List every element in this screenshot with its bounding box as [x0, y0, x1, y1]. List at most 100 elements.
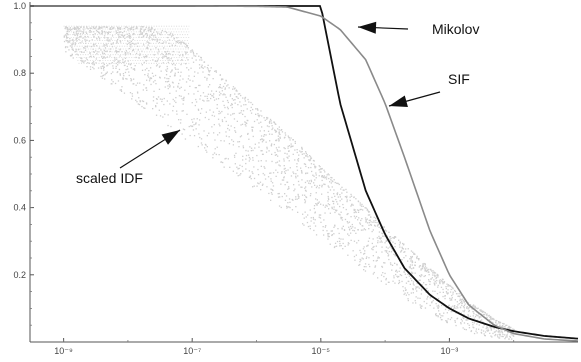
scatter-point	[388, 281, 390, 283]
scatter-point	[384, 250, 386, 252]
scatter-point	[99, 60, 101, 62]
scatter-point	[111, 35, 114, 37]
scatter-point	[332, 203, 335, 205]
scatter-point	[302, 223, 304, 225]
scatter-point	[294, 149, 296, 151]
scatter-point	[452, 288, 454, 290]
scatter-point	[325, 176, 328, 178]
scatter-point	[346, 221, 348, 223]
scatter-point	[106, 71, 108, 73]
scatter-point	[104, 74, 106, 76]
scatter-point	[111, 79, 113, 81]
scatter-point	[490, 317, 492, 319]
scatter-point	[134, 69, 136, 71]
scatter-point	[310, 217, 312, 219]
scatter-point	[331, 230, 333, 232]
scatter-point	[245, 149, 247, 152]
scatter-point	[318, 187, 320, 189]
scatter-point	[308, 180, 310, 182]
scatter-point	[69, 54, 72, 57]
scatter-point	[308, 159, 310, 161]
scatter-point	[385, 277, 387, 280]
scatter-point	[436, 293, 439, 295]
scatter-point	[74, 26, 76, 29]
scatter-point	[284, 152, 286, 154]
scatter-point	[493, 328, 495, 330]
scatter-point	[81, 41, 83, 43]
scatter-point	[415, 302, 417, 304]
scatter-point	[498, 333, 500, 335]
scatter-point	[268, 192, 270, 195]
scatter-point	[82, 31, 84, 33]
scatter-point	[184, 138, 187, 140]
scatter-point	[417, 286, 419, 288]
scatter-point	[490, 327, 493, 329]
scatter-point	[408, 294, 410, 296]
scatter-point	[311, 170, 313, 173]
scatter-point	[374, 224, 376, 226]
scatter-point	[214, 148, 216, 150]
scatter-point	[213, 93, 215, 95]
scatter-point	[367, 214, 370, 216]
scatter-point	[350, 232, 352, 234]
scatter-point	[310, 180, 313, 183]
scatter-point	[454, 289, 456, 292]
scatter-point	[482, 326, 484, 328]
scatter-point	[315, 192, 317, 194]
scatter-point	[424, 275, 426, 277]
scatter-point	[192, 121, 194, 123]
scatter-point	[336, 193, 338, 195]
scatter-point	[330, 182, 332, 184]
scatter-point	[186, 44, 188, 47]
scatter-point	[145, 87, 148, 89]
scatter-point	[287, 135, 289, 137]
x-tick-label: 10⁻⁹	[54, 346, 73, 356]
scatter-point	[469, 304, 472, 306]
scatter-point	[223, 166, 225, 168]
scatter-point	[212, 95, 214, 97]
scatter-point	[103, 45, 105, 47]
scatter-point	[484, 331, 487, 333]
scatter-point	[480, 316, 482, 318]
scatter-point	[72, 49, 74, 51]
scatter-point	[404, 287, 406, 289]
scatter-point	[227, 108, 229, 110]
scatter-point	[109, 63, 111, 65]
scatter-point	[129, 29, 131, 31]
scatter-point	[206, 77, 208, 79]
scatter-point	[333, 233, 335, 235]
scatter-point	[340, 245, 342, 247]
scatter-point	[129, 36, 131, 38]
scatter-point	[181, 98, 183, 100]
scatter-point	[492, 321, 494, 324]
scatter-point	[257, 174, 260, 176]
scatter-point	[143, 35, 145, 37]
scatter-point	[139, 82, 141, 84]
scatter-point	[189, 134, 191, 137]
scatter-point	[139, 101, 141, 103]
scatter-point	[91, 39, 93, 41]
scatter-point	[313, 222, 315, 224]
scatter-point	[272, 185, 275, 187]
scatter-point	[169, 75, 171, 78]
scatter-point	[328, 208, 330, 210]
scatter-point	[480, 310, 482, 312]
scatter-point	[106, 56, 108, 58]
scatter-point	[375, 245, 377, 247]
y-tick-label: 0.8	[13, 68, 26, 78]
scatter-point	[403, 293, 405, 296]
scatter-point	[245, 122, 247, 124]
scatter-point	[264, 178, 267, 180]
scatter-point	[358, 264, 360, 266]
scatter-point	[192, 52, 194, 54]
scatter-point	[281, 179, 284, 181]
scatter-point	[179, 42, 181, 44]
scatter-point	[82, 60, 84, 62]
scatter-point	[366, 245, 368, 247]
scatter-point	[155, 105, 157, 107]
scatter-point	[439, 317, 442, 319]
scatter-point	[301, 148, 303, 150]
scatter-point	[215, 98, 218, 100]
scatter-point	[338, 183, 340, 186]
scatter-point	[296, 163, 298, 165]
